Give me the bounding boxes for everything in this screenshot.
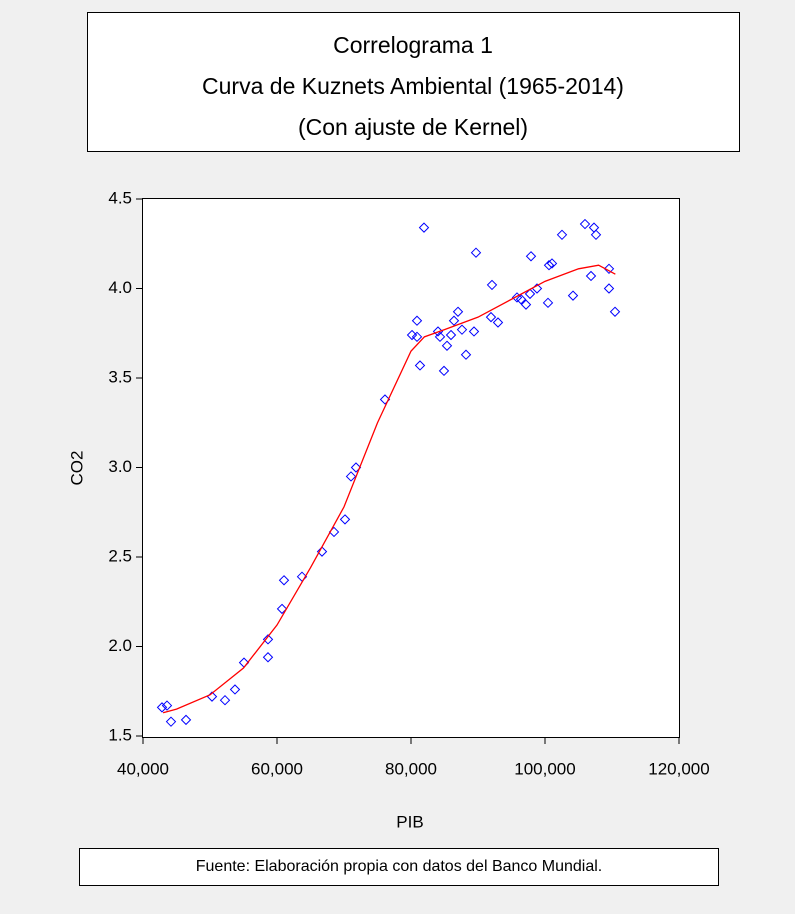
scatter-point bbox=[485, 311, 497, 323]
scatter-point bbox=[524, 288, 536, 300]
scatter-point bbox=[339, 514, 351, 525]
chart-title: Correlograma 1 bbox=[333, 32, 493, 58]
scatter-point bbox=[542, 297, 554, 309]
scatter-point bbox=[411, 331, 423, 343]
scatter-point bbox=[414, 360, 426, 371]
scatter-point bbox=[579, 218, 591, 230]
source-box bbox=[79, 848, 719, 886]
scatter-point bbox=[262, 634, 274, 645]
y-tick-label: 3.5 bbox=[108, 367, 132, 386]
scatter-point bbox=[470, 247, 482, 258]
scatter-point bbox=[603, 283, 615, 294]
scatter-point bbox=[486, 279, 498, 291]
scatter-point bbox=[609, 306, 621, 317]
x-tick-label: 100,000 bbox=[514, 759, 575, 778]
scatter-point bbox=[316, 546, 328, 557]
scatter-point bbox=[456, 324, 468, 335]
scatter-point bbox=[460, 349, 472, 360]
x-tick-label: 40,000 bbox=[117, 759, 169, 778]
scatter-point bbox=[441, 340, 453, 351]
scatter-point bbox=[585, 270, 597, 282]
scatter-point bbox=[180, 714, 192, 726]
plot-area bbox=[142, 198, 680, 738]
scatter-point bbox=[515, 294, 527, 305]
scatter-point bbox=[567, 290, 579, 301]
chart-title: (Con ajuste de Kernel) bbox=[298, 114, 528, 140]
scatter-point bbox=[278, 575, 290, 586]
scatter-point bbox=[219, 694, 231, 706]
scatter-point bbox=[556, 229, 568, 241]
scatter-point bbox=[345, 471, 357, 482]
scatter-point bbox=[161, 700, 173, 711]
scatter-point bbox=[603, 263, 615, 275]
scatter-point bbox=[468, 326, 480, 337]
y-tick-label: 2.0 bbox=[108, 636, 132, 655]
scatter-point bbox=[452, 306, 464, 317]
y-tick-label: 4.0 bbox=[108, 278, 132, 297]
scatter-point bbox=[492, 317, 504, 328]
scatter-point bbox=[276, 603, 288, 615]
scatter-point bbox=[525, 251, 537, 262]
source-note: Fuente: Elaboración propia con datos del… bbox=[196, 858, 602, 875]
scatter-point bbox=[229, 684, 241, 695]
scatter-point bbox=[156, 702, 168, 713]
scatter-point bbox=[445, 329, 457, 341]
scatter-point bbox=[448, 315, 460, 326]
scatter-point bbox=[262, 652, 274, 663]
x-tick-label: 80,000 bbox=[385, 759, 437, 778]
scatter-point bbox=[438, 365, 450, 377]
title-box bbox=[87, 12, 740, 152]
fit-line bbox=[162, 264, 616, 714]
scatter-point bbox=[432, 326, 444, 337]
scatter-point bbox=[379, 394, 391, 405]
scatter-point bbox=[590, 229, 602, 241]
scatter-point bbox=[350, 462, 362, 473]
x-axis-label: PIB bbox=[396, 812, 423, 831]
chart-title: Curva de Kuznets Ambiental (1965-2014) bbox=[202, 73, 624, 99]
scatter-point bbox=[411, 315, 423, 326]
y-tick-label: 3.0 bbox=[108, 457, 132, 476]
scatter-point bbox=[418, 222, 430, 233]
scatter-point bbox=[520, 299, 532, 310]
y-tick-label: 4.5 bbox=[108, 188, 132, 207]
y-axis-label: CO2 bbox=[67, 451, 86, 486]
y-tick-label: 1.5 bbox=[108, 725, 132, 744]
scatter-point bbox=[546, 258, 558, 269]
scatter-point bbox=[165, 716, 177, 727]
scatter-point bbox=[434, 331, 446, 343]
x-tick-label: 60,000 bbox=[251, 759, 303, 778]
scatter-point bbox=[543, 260, 555, 271]
y-tick-label: 2.5 bbox=[108, 546, 132, 565]
x-tick-label: 120,000 bbox=[648, 759, 709, 778]
scatter-point bbox=[406, 329, 418, 341]
